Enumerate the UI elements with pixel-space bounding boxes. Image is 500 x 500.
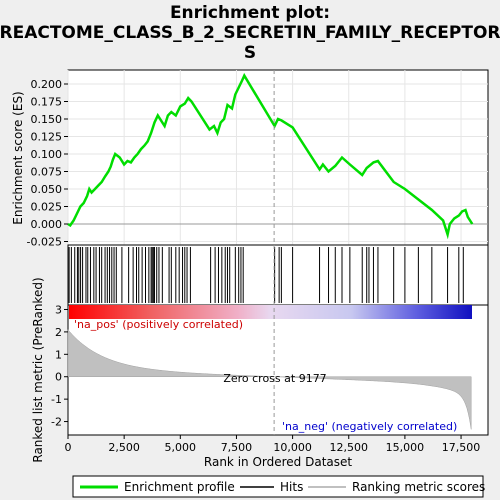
x-tick-label: 7,500 xyxy=(221,441,253,454)
metric-tick-label: -1 xyxy=(51,393,62,406)
x-tick-label: 10,000 xyxy=(273,441,312,454)
es-tick-label: 0.175 xyxy=(31,96,63,109)
es-tick-label: 0.000 xyxy=(31,218,63,231)
legend-box xyxy=(72,475,484,498)
neg-correlated-label: 'na_neg' (negatively correlated) xyxy=(282,420,457,433)
ranking-metric-area xyxy=(67,328,472,430)
x-tick-label: 17,500 xyxy=(442,441,481,454)
chart-title-line1: Enrichment plot: xyxy=(170,3,330,23)
x-tick-label: 12,500 xyxy=(329,441,368,454)
es-tick-label: 0.200 xyxy=(31,78,63,91)
rank-color-bar-overlay xyxy=(69,305,472,319)
chart-title-line3: S xyxy=(244,43,256,63)
metric-axis-label: Ranked list metric (PreRanked) xyxy=(31,277,45,462)
legend-enrichment-label: Enrichment profile xyxy=(124,480,235,494)
x-axis-label: Rank in Ordered Dataset xyxy=(204,455,352,469)
es-tick-label: 0.025 xyxy=(31,201,63,214)
legend-metric-label: Ranking metric scores xyxy=(352,480,485,494)
enrichment-profile-line xyxy=(67,72,474,240)
metric-tick-label: 0 xyxy=(55,371,62,384)
es-tick-label: 0.100 xyxy=(31,148,63,161)
metric-tick-label: -2 xyxy=(51,416,62,429)
x-tick-label: 5,000 xyxy=(165,441,197,454)
metric-tick-label: 2 xyxy=(55,326,62,339)
metric-tick-label: 1 xyxy=(55,348,62,361)
x-tick-label: 15,000 xyxy=(386,441,425,454)
x-tick-label: 2,500 xyxy=(108,441,140,454)
pos-correlated-label: 'na_pos' (positively correlated) xyxy=(74,318,243,331)
es-tick-label: -0.025 xyxy=(27,236,62,249)
es-tick-label: 0.150 xyxy=(31,113,63,126)
es-axis-label: Enrichment score (ES) xyxy=(11,91,25,224)
x-tick-label: 0 xyxy=(65,441,72,454)
es-panel xyxy=(67,69,489,246)
es-tick-label: 0.125 xyxy=(31,131,63,144)
es-tick-label: 0.075 xyxy=(31,166,63,179)
es-tick-label: 0.050 xyxy=(31,183,63,196)
zero-cross-label: Zero cross at 9177 xyxy=(223,372,326,385)
chart-title-line2: REACTOME_CLASS_B_2_SECRETIN_FAMILY_RECEP… xyxy=(0,23,500,43)
hits-panel xyxy=(67,244,489,306)
legend-hits-label: Hits xyxy=(280,480,303,494)
metric-tick-label: 3 xyxy=(55,303,62,316)
